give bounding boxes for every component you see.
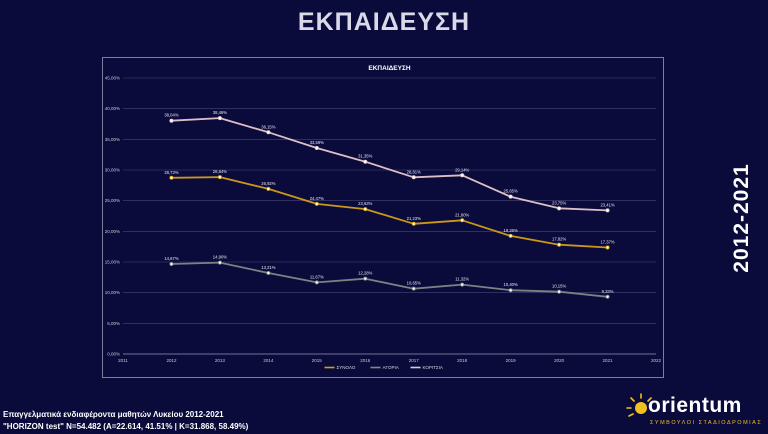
data-label: 10,40% [504, 282, 518, 287]
y-tick-label: 20,00% [105, 229, 120, 234]
data-label: 14,67% [164, 256, 178, 261]
data-label: 13,21% [261, 265, 275, 270]
x-tick-label: 2020 [554, 358, 565, 363]
x-tick-label: 2022 [651, 358, 662, 363]
data-point [460, 173, 465, 178]
data-label: 21,80% [455, 212, 469, 217]
data-label: 9,33% [602, 289, 614, 294]
series-line-ΑΓΟΡΙΑ [171, 261, 608, 298]
slide-title: ΕΚΠΑΙΔΕΥΣΗ [297, 8, 471, 36]
data-label: 11,67% [310, 274, 324, 279]
data-point [411, 221, 416, 226]
data-label: 19,26% [504, 228, 518, 233]
x-tick-label: 2021 [603, 358, 614, 363]
y-tick-label: 40,00% [105, 106, 120, 111]
y-tick-label: 10,00% [105, 290, 120, 295]
series-line-ΣΥΝΟΛΟ [171, 176, 608, 249]
x-tick-label: 2011 [118, 358, 128, 363]
x-tick-label: 2014 [263, 358, 274, 363]
data-label: 12,28% [358, 271, 372, 276]
data-point [605, 294, 610, 299]
data-point [217, 260, 222, 265]
data-label: 38,04% [164, 113, 178, 118]
data-point [605, 208, 610, 213]
data-point [266, 270, 271, 275]
data-label: 17,37% [600, 239, 614, 244]
logo-wordmark: orientum [648, 394, 742, 417]
orientum-logo: orientum ΣΥΜΒΟΥΛΟΙ ΣΤΑΔΙΟΔΡΟΜΙΑΣ [626, 392, 766, 432]
data-point [557, 206, 562, 211]
data-point [508, 233, 513, 238]
line-chart: ΕΚΠΑΙΔΕΥΣΗ 0,00% 5,00% 10,00% 15,00% 20,00% 25… [105, 65, 662, 370]
x-tick-label: 2018 [457, 358, 468, 363]
data-point [314, 280, 319, 285]
legend-entry: ΑΓΟΡΙΑ [383, 365, 399, 370]
data-label: 23,41% [600, 202, 614, 207]
data-point [266, 130, 271, 135]
data-point [605, 245, 610, 250]
data-point [363, 207, 368, 212]
data-label: 10,65% [407, 281, 421, 286]
data-point [217, 116, 222, 121]
data-label: 36,15% [261, 124, 275, 129]
data-label: 28,73% [164, 170, 178, 175]
data-point [557, 242, 562, 247]
x-tick-label: 2012 [166, 358, 177, 363]
data-label: 23,75% [552, 200, 566, 205]
data-point [266, 186, 271, 191]
series-line-ΚΟΡΙΤΣΙΑ [171, 117, 608, 212]
data-label: 33,59% [310, 140, 324, 145]
year-range-label: 2012-2021 [730, 163, 753, 273]
y-tick-label: 25,00% [105, 198, 120, 203]
logo-tagline: ΣΥΜΒΟΥΛΟΙ ΣΤΑΔΙΟΔΡΟΜΙΑΣ [650, 420, 763, 426]
data-label: 38,46% [213, 110, 227, 115]
x-tick-label: 2017 [409, 358, 420, 363]
data-point [363, 159, 368, 164]
data-point [169, 262, 174, 267]
sun-icon [626, 393, 652, 417]
y-tick-label: 0,00% [107, 352, 120, 357]
data-point [460, 282, 465, 287]
y-tick-label: 5,00% [107, 321, 120, 326]
data-label: 28,84% [213, 169, 227, 174]
data-point [508, 288, 513, 293]
data-point [169, 175, 174, 180]
legend-entry: ΚΟΡΙΤΣΙΑ [423, 365, 443, 370]
data-point [169, 118, 174, 123]
x-tick-label: 2013 [215, 358, 226, 363]
x-tick-label: 2016 [360, 358, 371, 363]
x-tick-label: 2019 [506, 358, 517, 363]
chart-title: ΕΚΠΑΙΔΕΥΣΗ [368, 65, 410, 72]
footnote-survey: Επαγγελματικά ενδιαφέροντα μαθητών Λυκεί… [3, 410, 224, 419]
y-tick-label: 15,00% [105, 260, 120, 265]
y-tick-label: 35,00% [105, 137, 120, 142]
footnote-sample: "HORIZON test" N=54.482 (A=22.614, 41.51… [3, 422, 249, 431]
data-point [411, 175, 416, 180]
data-label: 14,90% [213, 255, 227, 260]
data-point [557, 289, 562, 294]
data-point [411, 286, 416, 291]
chart-panel: ΕΚΠΑΙΔΕΥΣΗ 0,00% 5,00% 10,00% 15,00% 20,00% 25… [102, 57, 664, 378]
data-point [314, 201, 319, 206]
data-point [217, 175, 222, 180]
y-tick-label: 30,00% [105, 168, 120, 173]
data-point [363, 276, 368, 281]
y-tick-label: 45,00% [105, 76, 120, 81]
data-label: 21,23% [407, 216, 421, 221]
data-label: 24,47% [310, 196, 324, 201]
data-point [508, 194, 513, 199]
data-label: 23,63% [358, 201, 372, 206]
data-point [460, 218, 465, 223]
data-label: 31,35% [358, 154, 372, 159]
data-label: 17,82% [552, 237, 566, 242]
data-label: 10,15% [552, 284, 566, 289]
data-label: 25,65% [504, 189, 518, 194]
data-label: 26,92% [261, 181, 275, 186]
data-label: 28,81% [407, 169, 421, 174]
data-point [314, 145, 319, 150]
legend-entry: ΣΥΝΟΛΟ [337, 365, 356, 370]
x-tick-label: 2015 [312, 358, 323, 363]
data-label: 11,32% [455, 277, 469, 282]
data-label: 29,14% [455, 167, 469, 172]
